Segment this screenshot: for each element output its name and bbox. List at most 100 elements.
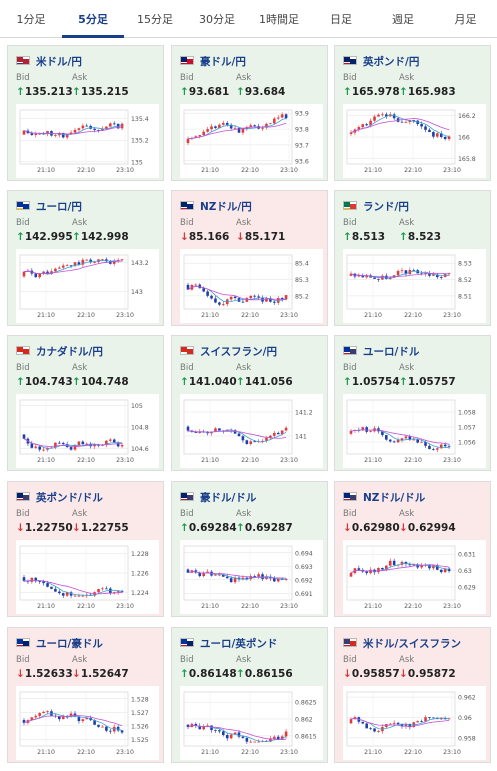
ma-long-line [23, 260, 123, 274]
currency-pair-name[interactable]: カナダドル/円 [36, 346, 103, 358]
currency-card[interactable]: 英ポンド/ドル Bid Ask ↓1.22750 ↓1.22755 1.228 1… [7, 481, 164, 617]
tab-15min[interactable]: 15分足 [137, 13, 173, 26]
candle-body [50, 586, 53, 589]
candlestick-chart[interactable]: 143.2 143 21:10 22:10 23:10 [16, 249, 159, 323]
candlestick-chart[interactable]: 1.528 1.527 1.526 1.525 21:10 22:10 23:10 [16, 686, 159, 760]
ask-value: ↑142.998 [72, 231, 129, 243]
candlestick-chart[interactable]: 141.2 141 21:10 22:10 23:10 [180, 394, 323, 468]
currency-card[interactable]: 米ドル/円 Bid Ask ↑135.213 ↑135.215 135.4 135… [7, 45, 164, 181]
candle-body [81, 259, 85, 265]
tab-daily[interactable]: 日足 [330, 13, 352, 26]
currency-card[interactable]: NZドル/ドル Bid Ask ↓0.62980 ↓0.62994 0.631 0… [334, 481, 491, 617]
candlestick-chart[interactable]: 135.4 135.2 135 21:10 22:10 23:10 [16, 104, 159, 178]
x-tick-label: 22:10 [404, 312, 422, 319]
candle-body [373, 277, 376, 279]
currency-pair-name[interactable]: ランド/円 [363, 201, 409, 213]
currency-card[interactable]: 豪ドル/円 Bid Ask ↑93.681 ↑93.684 93.9 93.8 93… [171, 45, 328, 181]
candle-body [38, 713, 41, 716]
candle-body [249, 295, 253, 299]
y-tick-label: 166.2 [458, 113, 476, 120]
tab-weekly[interactable]: 週足 [392, 13, 414, 26]
currency-card[interactable]: ユーロ/ドル Bid Ask ↑1.05754 ↑1.05757 1.058 1.… [334, 335, 491, 471]
x-tick-label: 22:10 [77, 749, 95, 756]
y-tick-label: 0.8615 [295, 733, 317, 740]
y-tick-label: 135.4 [131, 116, 149, 123]
bid-label: Bid [343, 655, 357, 665]
currency-card[interactable]: ランド/円 Bid Ask ↑8.513 ↑8.523 8.53 8.52 8.51… [334, 190, 491, 326]
candle-body [349, 273, 353, 276]
currency-card[interactable]: 豪ドル/ドル Bid Ask ↑0.69284 ↑0.69287 0.694 0.… [171, 481, 328, 617]
candle-body [229, 578, 233, 583]
candle-body [369, 120, 372, 126]
candle-body [202, 131, 205, 136]
candle-body [218, 124, 221, 128]
currency-card[interactable]: ユーロ/豪ドル Bid Ask ↓1.52633 ↓1.52647 1.528 1… [7, 627, 164, 763]
x-tick-label: 21:10 [201, 603, 219, 610]
tab-1min[interactable]: 1分足 [16, 13, 46, 26]
arrow-down-icon: ↓ [343, 522, 352, 534]
currency-pair-name[interactable]: スイスフラン/円 [200, 346, 278, 358]
currency-pair-name[interactable]: ユーロ/ドル [363, 346, 420, 358]
ask-value: ↓1.22755 [72, 522, 129, 534]
candlestick-chart[interactable]: 0.962 0.96 0.958 21:10 22:10 23:10 [343, 686, 486, 760]
currency-pair-name[interactable]: 米ドル/スイスフラン [363, 638, 462, 650]
currency-card[interactable]: ユーロ/英ポンド Bid Ask ↑0.86148 ↑0.86156 0.862… [171, 627, 328, 763]
currency-pair-name[interactable]: 英ポンド/ドル [36, 492, 103, 504]
currency-pair-name[interactable]: ユーロ/円 [36, 201, 82, 213]
candlestick-chart[interactable]: 166.2 166 165.8 21:10 22:10 23:10 [343, 104, 486, 178]
candle-body [30, 443, 34, 448]
currency-pair-name[interactable]: ユーロ/豪ドル [36, 638, 103, 650]
tab-5min[interactable]: 5分足 [62, 0, 124, 38]
currency-card[interactable]: NZドル/円 Bid Ask ↓85.166 ↓85.171 85.4 85.3 8… [171, 190, 328, 326]
candlestick-chart[interactable]: 0.631 0.63 0.629 21:10 22:10 23:10 [343, 540, 486, 614]
currency-pair-name[interactable]: NZドル/円 [200, 201, 252, 213]
card-header: 豪ドル/円 [180, 54, 325, 68]
chart-svg: 1.058 1.057 1.056 21:10 22:10 23:10 [346, 399, 476, 464]
candle-body [265, 438, 268, 441]
candlestick-chart[interactable]: 8.53 8.52 8.51 21:10 22:10 23:10 [343, 249, 486, 323]
candle-body [22, 434, 26, 439]
candlestick-chart[interactable]: 105 104.8 104.6 21:10 22:10 23:10 [16, 394, 159, 468]
candle-body [273, 736, 276, 739]
tab-monthly[interactable]: 月足 [454, 13, 477, 26]
candlestick-chart[interactable]: 0.8625 0.862 0.8615 21:10 22:10 23:10 [180, 686, 323, 760]
candle-body [116, 591, 120, 593]
currency-pair-name[interactable]: 豪ドル/ドル [200, 492, 257, 504]
candle-body [206, 129, 209, 132]
candle-body [109, 439, 112, 441]
currency-card[interactable]: スイスフラン/円 Bid Ask ↑141.040 ↑141.056 141.2… [171, 335, 328, 471]
x-tick-label: 21:10 [37, 167, 55, 174]
ma-long-line [350, 429, 450, 445]
candle-body [249, 576, 253, 580]
candle-body [443, 136, 447, 140]
candle-body [101, 726, 104, 728]
bid-label: Bid [16, 73, 30, 83]
candle-body [186, 426, 190, 431]
candle-body [373, 116, 376, 121]
candlestick-chart[interactable]: 1.228 1.226 1.224 21:10 22:10 23:10 [16, 540, 159, 614]
candle-body [214, 574, 217, 576]
candle-body [61, 265, 65, 268]
y-tick-label: 0.692 [295, 577, 313, 584]
candlestick-chart[interactable]: 1.058 1.057 1.056 21:10 22:10 23:10 [343, 394, 486, 468]
candle-body [34, 133, 38, 135]
tab-30min[interactable]: 30分足 [199, 13, 235, 26]
candle-body [428, 273, 431, 276]
currency-card[interactable]: 英ポンド/円 Bid Ask ↑165.978 ↑165.983 166.2 16… [334, 45, 491, 181]
currency-pair-name[interactable]: NZドル/ドル [363, 492, 426, 504]
candle-body [73, 262, 77, 266]
candle-body [186, 284, 190, 290]
currency-card[interactable]: ユーロ/円 Bid Ask ↑142.995 ↑142.998 143.2 143… [7, 190, 164, 326]
currency-pair-name[interactable]: 豪ドル/円 [200, 56, 246, 68]
currency-pair-name[interactable]: 米ドル/円 [36, 56, 82, 68]
currency-card[interactable]: カナダドル/円 Bid Ask ↑104.743 ↑104.748 105 104… [7, 335, 164, 471]
candle-body [404, 122, 408, 123]
tab-1hour[interactable]: 1時間足 [259, 13, 299, 26]
candlestick-chart[interactable]: 85.4 85.3 85.2 21:10 22:10 23:10 [180, 249, 323, 323]
currency-card[interactable]: 米ドル/スイスフラン Bid Ask ↓0.95857 ↓0.95872 0.9… [334, 627, 491, 763]
candlestick-chart[interactable]: 0.694 0.693 0.692 0.691 21:10 22:10 23:10 [180, 540, 323, 614]
currency-pair-name[interactable]: ユーロ/英ポンド [200, 638, 278, 650]
candle-body [447, 568, 451, 572]
candlestick-chart[interactable]: 93.9 93.8 93.7 93.6 21:10 22:10 23:10 [180, 104, 323, 178]
currency-pair-name[interactable]: 英ポンド/円 [363, 56, 420, 68]
